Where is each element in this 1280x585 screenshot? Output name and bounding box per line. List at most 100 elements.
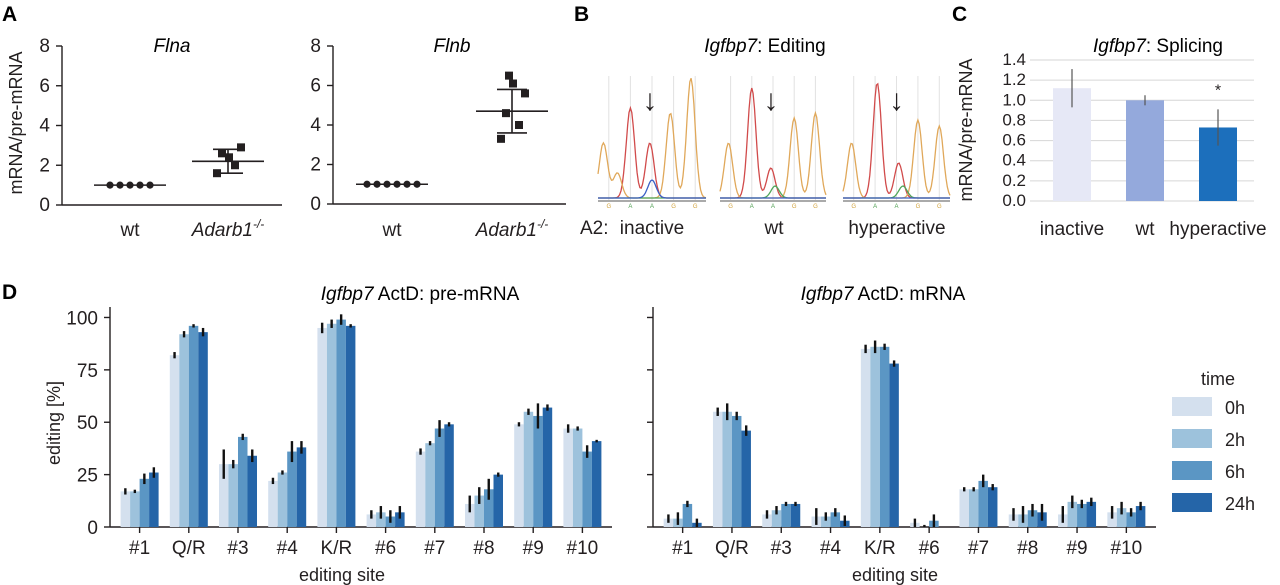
panel-d-pre-title: Igfbp7 ActD: pre-mRNA [321,284,520,305]
panel-c-title: Igfbp7: Splicing [1093,36,1223,57]
pre-bar [434,428,445,527]
base-call-letter: G [937,204,942,210]
pre-ytick-label: 50 [77,413,98,434]
flnb-point [413,180,421,188]
pre-bar [198,332,208,527]
flnb-ytick-label: 0 [310,194,321,215]
mrna-bar [1077,503,1087,527]
pre-bar [219,464,229,527]
pre-bar [415,451,426,527]
flna-ytick-label: 8 [39,36,50,57]
panel-c-xtick-label: inactive [1040,219,1104,240]
flna-ytick-label: 2 [39,155,50,176]
panel-label-d: D [2,281,17,304]
panel-b-row-label: A2: [580,218,609,239]
mrna-bar [722,411,732,527]
pre-ytick-label: 100 [66,308,98,329]
pre-xtick-label: #1 [129,538,150,559]
panel-c-ytick-label: 1.0 [1002,90,1026,109]
mrna-bar [879,346,890,527]
flnb-ytick-label: 4 [310,115,321,136]
pre-bar [228,464,238,527]
panel-c: Igfbp7: Splicing mRNA/pre-mRNA 0.00.20.4… [956,36,1267,240]
pre-bar [493,474,503,527]
panel-c-xtick-label: hyperactive [1169,219,1266,240]
pre-bar [484,489,494,527]
panel-c-xtick-label: wt [1135,219,1156,240]
panel-a-flna-title: Flna [154,36,191,57]
pre-bar [247,455,257,527]
panel-b: Igfbp7: Editing ↓ G A A G G ↓ G A A G G ↓ G A A G G A2: i… [580,36,951,239]
pre-ytick-label: 25 [77,466,98,487]
panel-c-ylabel: mRNA/pre-mRNA [956,58,976,201]
flna-point [106,181,114,189]
mrna-bar [712,411,723,527]
panel-c-ytick-label: 0.2 [1002,171,1026,190]
flnb-ytick-label: 2 [310,155,321,176]
panel-c-bar [1126,100,1164,201]
panel-d-mrna-title: Igfbp7 ActD: mRNA [801,284,966,305]
mrna-xtick-label: #10 [1110,538,1142,559]
panel-a-ylabel: mRNA/pre-mRNA [6,51,26,194]
mrna-bar [1107,512,1117,527]
panel-a-flnb-xtick-ko: Adarb1-/- [475,217,549,241]
pre-xtick-label: K/R [321,538,353,559]
flna-point [116,181,124,189]
pre-bar [149,472,159,527]
flna-point [213,169,221,178]
base-call-letter: G [792,204,797,210]
pre-ytick-label: 0 [87,518,98,539]
pre-bar [533,415,543,527]
base-call-letter: A [628,204,632,210]
base-call-letter: G [813,204,818,210]
mrna-xtick-label: #1 [672,538,693,559]
mrna-bar [790,503,801,527]
pre-bar [268,480,278,527]
pre-bar [179,334,189,527]
mrna-bar [870,346,880,527]
panel-c-ytick-label: 0.0 [1002,191,1026,210]
base-call-letter: G [728,204,733,210]
panel-c-ytick-label: 0.8 [1002,110,1026,129]
pre-xtick-label: #10 [567,538,599,559]
pre-xtick-label: #6 [375,538,396,559]
mrna-xtick-label: #8 [1017,538,1038,559]
pre-ytick-label: 75 [77,361,98,382]
trace-blue [598,179,706,199]
legend-items: 0h 2h 6h 24h [1172,397,1255,514]
significance-marker: * [1215,82,1221,99]
pre-bar [582,451,592,527]
flnb-point [515,121,523,129]
mrna-bar [959,489,969,527]
pre-bar [188,325,199,527]
pre-bar [523,411,534,527]
mrna-xtick-label: #7 [968,538,989,559]
mrna-bar [1086,501,1097,527]
panel-label-b: B [574,3,589,26]
mrna-bar [978,480,988,527]
flnb-point [403,180,411,188]
panel-label-a: A [2,3,17,26]
pre-xtick-label: #4 [277,538,299,559]
base-call-letter: A [894,204,898,210]
flna-point [146,181,154,189]
panel-a-flna-xtick-wt: wt [120,220,141,241]
flnb-point [509,79,517,88]
panel-c-ytick-label: 1.2 [1002,70,1026,89]
flna-point [218,149,226,158]
mrna-bar [1126,512,1136,527]
flna-ytick-label: 6 [39,76,50,97]
base-call-letter: A [873,204,877,210]
legend-swatch [1172,461,1212,480]
pre-bar [120,491,131,527]
mrna-bar [682,503,693,527]
panel-d-mrna-plot: #1 Q/R #3 #4 K/R #6 #7 #8 #9 #10 [647,307,1156,559]
flnb-point [373,180,381,188]
pre-bar [366,514,377,527]
pre-bar [572,428,583,527]
flnb-point [505,71,513,80]
pre-bar [376,512,386,527]
panel-d-pre-plot: 0 25 50 75 100 #1 Q/R #3 #4 K/R #6 #7 #8 #9 #10 [66,307,612,559]
pre-bar [238,436,248,527]
pre-bar [345,325,356,527]
